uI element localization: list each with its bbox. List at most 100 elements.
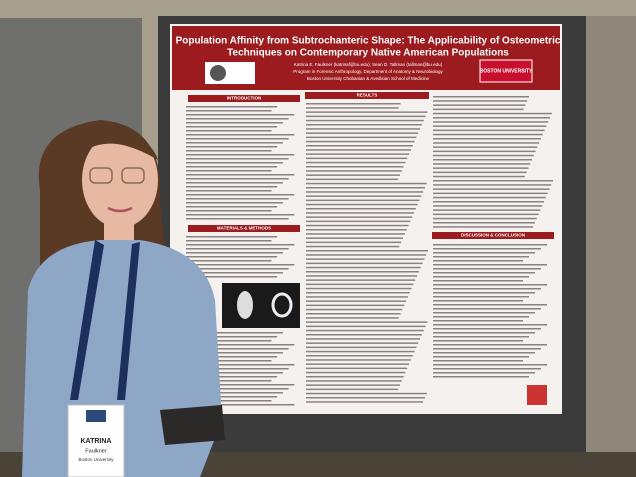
text-line: [306, 388, 399, 391]
qr-code: [527, 385, 547, 405]
text-line: [306, 157, 408, 160]
badge-logo: [86, 410, 106, 422]
section-title: MATERIALS & METHODS: [217, 226, 271, 231]
text-line: [186, 236, 278, 238]
text-line: [306, 321, 428, 323]
text-line: [306, 220, 411, 223]
text-line: [306, 384, 400, 386]
text-line: [306, 187, 425, 189]
text-line: [433, 284, 547, 286]
text-line: [433, 340, 523, 342]
text-line: [433, 364, 547, 366]
text-line: [306, 329, 424, 332]
text-line: [186, 210, 272, 212]
text-line: [306, 119, 424, 122]
text-line: [186, 376, 278, 378]
text-line: [433, 308, 541, 310]
section-title: INTRODUCTION: [227, 96, 262, 101]
badge-affiliation: Boston University: [78, 457, 114, 462]
bu-logo: [479, 59, 533, 83]
text-line: [306, 115, 426, 118]
text-line: [433, 312, 535, 314]
text-line: [306, 229, 407, 231]
text-line: [186, 396, 278, 398]
text-line: [306, 136, 417, 139]
text-line: [433, 121, 549, 123]
text-line: [306, 397, 425, 399]
text-line: [306, 145, 413, 147]
text-line: [186, 134, 295, 136]
text-line: [433, 184, 552, 186]
text-line: [186, 352, 283, 354]
text-line: [433, 159, 532, 161]
text-line: [433, 209, 541, 211]
text-line: [433, 360, 523, 362]
text-line: [306, 224, 409, 227]
text-line: [306, 325, 426, 328]
authors: Katrina E. Faulkner (katrinaf@bu.edu); S…: [294, 62, 443, 67]
text-line: [433, 205, 543, 207]
text-line: [186, 218, 289, 220]
text-line: [306, 103, 401, 105]
text-line: [306, 203, 418, 206]
text-line: [186, 404, 295, 406]
text-line: [186, 244, 295, 246]
text-line: [306, 182, 427, 185]
text-line: [433, 332, 535, 334]
text-line: [433, 344, 547, 346]
figure: [222, 283, 300, 328]
text-line: [186, 110, 272, 112]
text-line: [306, 334, 422, 336]
text-line: [186, 360, 272, 362]
text-line: [433, 163, 531, 165]
text-line: [433, 244, 547, 246]
text-line: [433, 296, 529, 298]
text-line: [433, 201, 544, 203]
text-line: [306, 266, 421, 269]
text-line: [433, 368, 541, 370]
text-line: [306, 191, 424, 193]
text-line: [433, 150, 536, 153]
wall-right: [586, 16, 636, 461]
glasses: [89, 167, 113, 184]
lanyard: [117, 242, 140, 400]
text-line: [306, 275, 418, 277]
text-line: [186, 248, 289, 250]
text-line: [306, 111, 428, 113]
body-text: [186, 96, 553, 406]
text-line: [306, 287, 412, 290]
logo-emblem: [210, 65, 226, 81]
text-line: [186, 206, 278, 208]
text-line: [306, 124, 422, 126]
text-line: [433, 222, 535, 224]
text-line: [186, 276, 278, 278]
text-line: [186, 170, 272, 172]
text-line: [433, 108, 524, 111]
hair-top: [70, 128, 158, 165]
text-line: [433, 154, 534, 157]
text-line: [433, 304, 547, 306]
text-line: [433, 356, 529, 358]
text-line: [306, 279, 416, 281]
text-line: [186, 166, 278, 168]
text-line: [306, 233, 405, 235]
text-line: [186, 388, 289, 390]
poster-title: Population Affinity from Subtrochanteric…: [176, 36, 561, 47]
text-line: [433, 217, 537, 220]
text-line: [433, 264, 547, 266]
text-line: [186, 138, 289, 140]
text-line: [433, 146, 538, 148]
text-line: [306, 300, 407, 302]
text-line: [186, 336, 278, 338]
text-line: [433, 300, 523, 302]
section-header: [432, 232, 554, 239]
text-line: [186, 146, 278, 148]
text-line: [433, 348, 541, 350]
text-line: [433, 104, 526, 106]
text-line: [433, 171, 527, 174]
text-line: [306, 401, 424, 403]
text-line: [433, 288, 541, 290]
text-line: [186, 272, 283, 274]
affiliation: Program in Forensic Anthropology, Depart…: [293, 69, 443, 74]
